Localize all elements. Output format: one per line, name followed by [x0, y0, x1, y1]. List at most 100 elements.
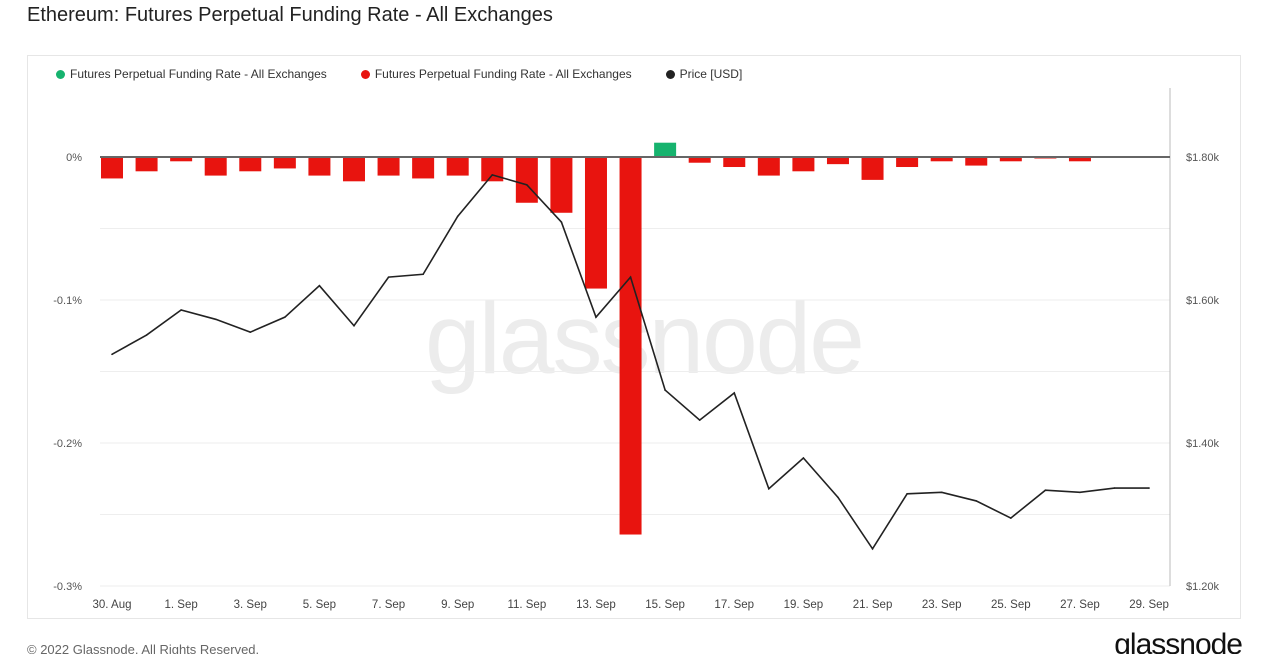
price-point — [180, 309, 182, 311]
x-axis-tick-label: 7. Sep — [372, 599, 405, 611]
x-axis-tick-label: 27. Sep — [1060, 599, 1100, 611]
funding-rate-bar — [757, 157, 780, 176]
funding-rate-bar — [1068, 157, 1091, 162]
price-point — [940, 491, 943, 494]
left-axis-tick-label: 0% — [66, 152, 82, 164]
x-axis-tick-label: 25. Sep — [991, 599, 1031, 611]
left-axis-tick-label: -0.3% — [53, 581, 82, 593]
funding-rate-bar — [308, 157, 331, 176]
price-point — [456, 215, 459, 218]
legend-label: Price [USD] — [679, 67, 743, 81]
legend-dot — [56, 69, 65, 79]
price-point — [1148, 487, 1150, 489]
right-axis-tick-label: $1.60k — [1186, 295, 1220, 307]
price-point — [284, 316, 286, 318]
price-point — [249, 331, 252, 333]
price-point — [802, 457, 805, 459]
funding-rate-bar — [481, 157, 504, 182]
x-axis-tick-label: 29. Sep — [1129, 599, 1169, 611]
x-axis-tick-label: 21. Sep — [853, 599, 893, 611]
x-axis-tick-label: 15. Sep — [645, 599, 685, 611]
left-axis-tick-label: -0.1% — [53, 295, 82, 307]
funding-rate-bar — [239, 157, 262, 172]
x-axis-tick-label: 30. Aug — [92, 599, 131, 611]
price-point — [1079, 491, 1081, 494]
chart-card — [27, 55, 1241, 619]
funding-rate-bar — [446, 157, 469, 176]
copyright: © 2022 Glassnode. All Rights Reserved. — [27, 642, 260, 654]
price-point — [214, 318, 217, 321]
price-point — [871, 548, 874, 550]
funding-rate-bar — [999, 157, 1022, 162]
funding-rate-bar — [550, 157, 573, 213]
funding-rate-bar — [654, 142, 677, 157]
price-point — [526, 184, 528, 186]
legend-item-positive-rate[interactable]: Futures Perpetual Funding Rate - All Exc… — [56, 67, 327, 81]
funding-rate-bar — [896, 157, 919, 168]
funding-rate-bar — [204, 157, 227, 176]
x-axis-tick-label: 13. Sep — [576, 599, 616, 611]
x-axis-tick-label: 1. Sep — [165, 599, 198, 611]
funding-rate-bar — [101, 157, 123, 179]
funding-rate-bar — [688, 157, 711, 163]
x-axis-tick-label: 23. Sep — [922, 599, 962, 611]
legend-item-price[interactable]: Price [USD] — [665, 67, 743, 81]
funding-rate-bar — [412, 157, 435, 179]
x-axis-tick-label: 9. Sep — [441, 599, 474, 611]
left-axis-tick-label: -0.2% — [53, 438, 82, 450]
price-point — [111, 353, 113, 356]
funding-rate-bar — [377, 157, 400, 176]
price-point — [560, 221, 563, 223]
funding-rate-bar — [619, 157, 642, 535]
price-point — [595, 316, 597, 318]
price-point — [664, 389, 666, 391]
funding-rate-bar — [723, 157, 746, 168]
funding-rate-bar — [930, 157, 953, 162]
price-point — [975, 500, 978, 502]
price-point — [1010, 517, 1012, 519]
legend: Futures Perpetual Funding Rate - All Exc… — [56, 67, 742, 81]
funding-rate-bar — [792, 157, 815, 172]
price-point — [387, 276, 390, 278]
right-axis-tick-label: $1.20k — [1186, 581, 1220, 593]
legend-dot — [360, 69, 370, 79]
price-point — [837, 496, 839, 499]
x-axis-tick-label: 3. Sep — [234, 599, 267, 611]
price-point — [145, 334, 148, 336]
funding-rate-bar — [826, 157, 849, 165]
funding-rate-bar — [965, 157, 988, 166]
price-point — [353, 324, 355, 327]
funding-rate-bar — [515, 157, 538, 203]
right-axis-tick-label: $1.40k — [1186, 438, 1220, 450]
glassnode-logo: glassnode — [1114, 628, 1243, 654]
funding-rate-bar — [861, 157, 884, 180]
right-axis-tick-label: $1.80k — [1186, 152, 1220, 164]
price-point — [1044, 489, 1047, 491]
legend-label: Futures Perpetual Funding Rate - All Exc… — [70, 67, 327, 81]
x-axis-tick-label: 17. Sep — [714, 599, 754, 611]
price-point — [491, 174, 494, 176]
legend-item-negative-rate[interactable]: Futures Perpetual Funding Rate - All Exc… — [360, 67, 632, 81]
legend-label: Futures Perpetual Funding Rate - All Exc… — [374, 67, 632, 81]
price-point — [1113, 487, 1116, 489]
price-point — [906, 492, 908, 495]
price-point — [422, 273, 424, 276]
x-axis-tick-label: 5. Sep — [303, 599, 336, 611]
watermark: glassnode — [425, 283, 865, 395]
x-axis-tick-label: 19. Sep — [784, 599, 824, 611]
funding-rate-bar — [170, 157, 193, 162]
price-point — [733, 392, 736, 394]
x-axis-tick-label: 11. Sep — [507, 599, 546, 611]
funding-rate-bar — [584, 157, 607, 289]
funding-rate-bar — [273, 157, 296, 169]
legend-dot — [665, 69, 675, 79]
funding-rate-bar — [342, 157, 365, 182]
price-point — [768, 487, 770, 490]
price-point — [629, 276, 632, 278]
funding-rate-bar — [135, 157, 158, 172]
page-title: Ethereum: Futures Perpetual Funding Rate… — [27, 4, 553, 26]
price-point — [698, 419, 701, 421]
price-point — [318, 284, 321, 287]
